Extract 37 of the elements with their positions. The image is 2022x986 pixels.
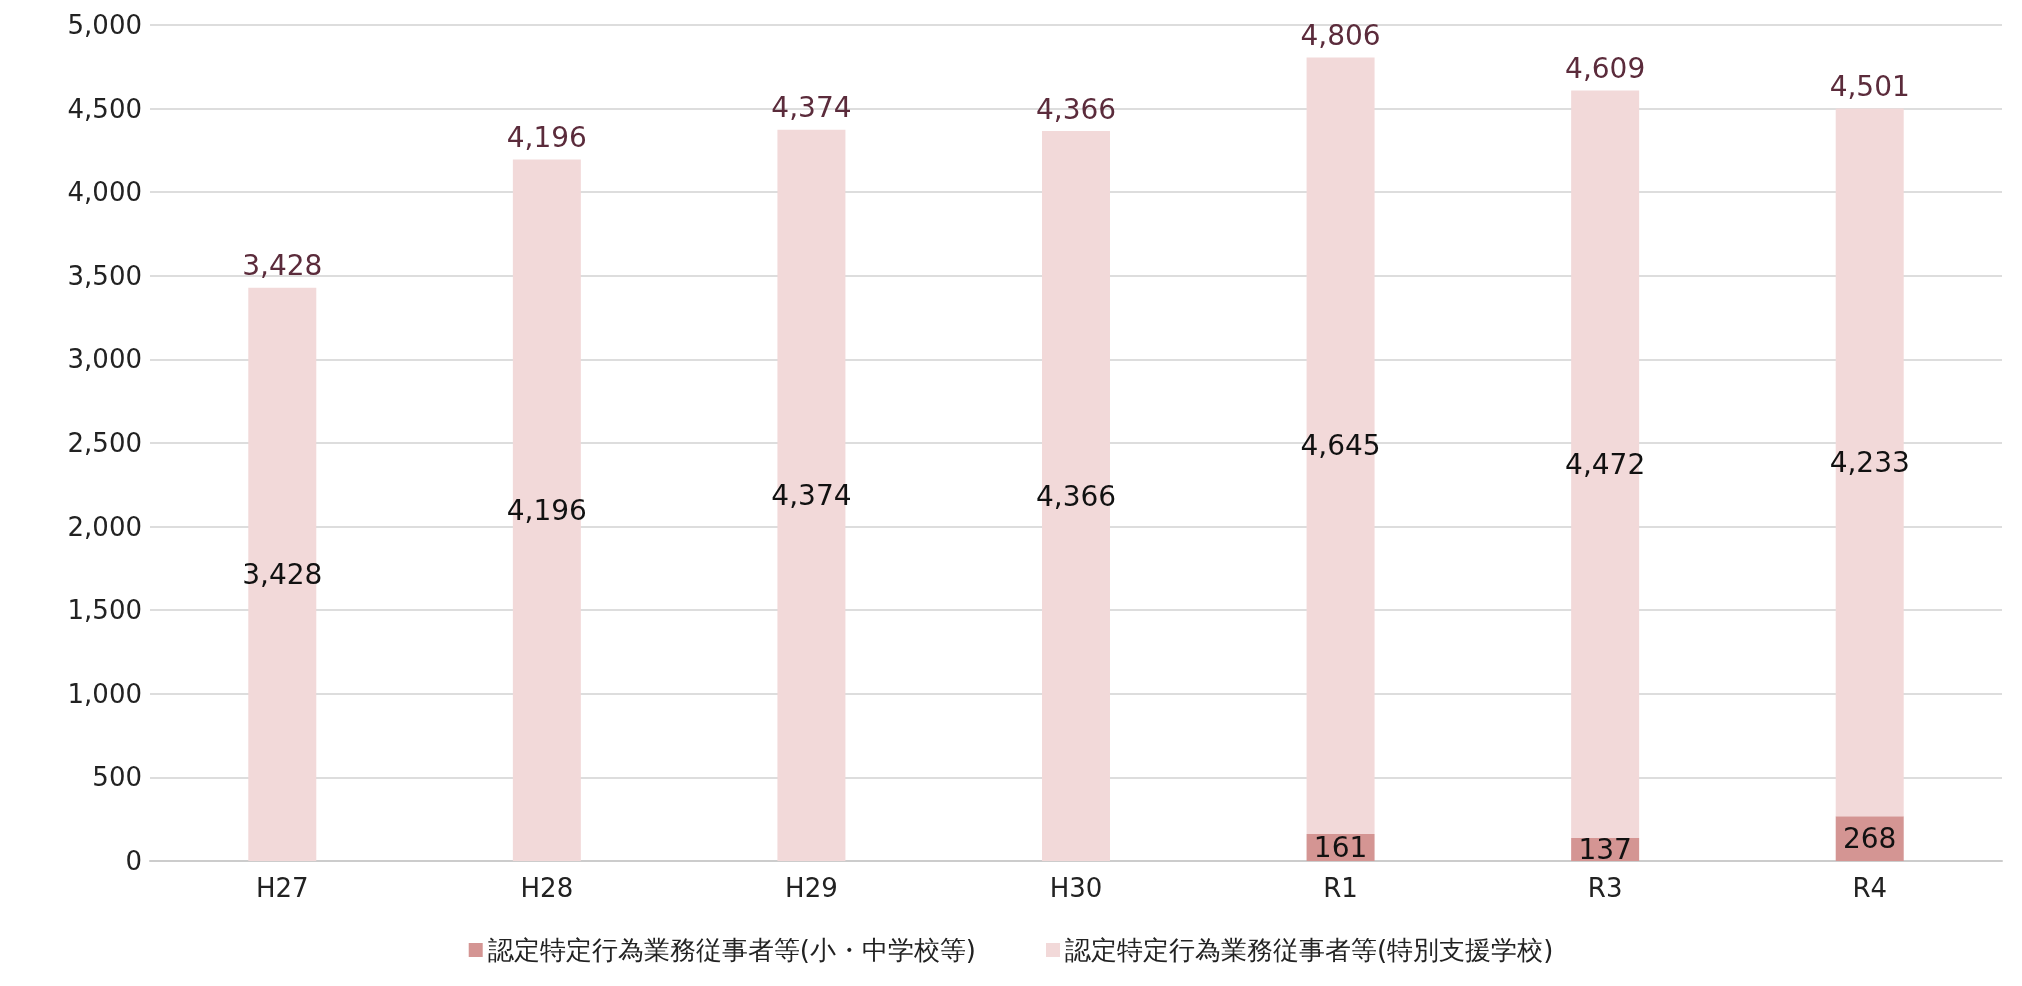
legend-label: 認定特定行為業務従事者等(特別支援学校) bbox=[1065, 935, 1554, 965]
y-tick-label: 4,000 bbox=[67, 177, 142, 208]
data-label: 268 bbox=[1842, 822, 1897, 856]
x-tick-label: H28 bbox=[520, 873, 574, 903]
data-label: 4,645 bbox=[1300, 429, 1381, 463]
data-label: 4,472 bbox=[1565, 447, 1646, 481]
x-tick-label: H27 bbox=[255, 873, 309, 903]
total-label: 4,374 bbox=[771, 91, 852, 125]
total-label: 3,428 bbox=[242, 249, 323, 283]
y-tick-label: 3,500 bbox=[67, 260, 142, 291]
x-tick-label: R4 bbox=[1852, 873, 1888, 903]
y-tick-label: 3,000 bbox=[67, 344, 142, 375]
y-tick-label: 0 bbox=[125, 846, 142, 876]
data-label: 161 bbox=[1313, 831, 1368, 865]
data-label: 137 bbox=[1578, 833, 1632, 867]
y-tick-label: 1,500 bbox=[67, 595, 142, 626]
total-label: 4,609 bbox=[1565, 51, 1646, 85]
data-label: 4,196 bbox=[506, 493, 587, 527]
legend-label: 認定特定行為業務従事者等(小・中学校等) bbox=[487, 935, 977, 965]
x-tick-label: R1 bbox=[1323, 873, 1358, 903]
total-label: 4,501 bbox=[1829, 69, 1910, 103]
data-label: 4,374 bbox=[771, 478, 852, 512]
x-tick-label: H29 bbox=[785, 873, 838, 903]
total-label: 4,806 bbox=[1300, 18, 1381, 52]
data-label: 3,428 bbox=[242, 557, 323, 591]
total-label: 4,196 bbox=[506, 120, 587, 154]
total-label: 4,366 bbox=[1035, 92, 1117, 126]
x-tick-label: H30 bbox=[1049, 873, 1103, 903]
y-tick-label: 2,500 bbox=[67, 428, 142, 458]
y-tick-label: 1,000 bbox=[67, 678, 142, 709]
data-label: 4,366 bbox=[1035, 479, 1117, 513]
y-tick-label: 2,000 bbox=[67, 511, 142, 542]
x-tick-label: R3 bbox=[1587, 873, 1623, 903]
y-tick-label: 500 bbox=[92, 762, 142, 793]
y-tick-label: 4,500 bbox=[67, 93, 142, 124]
y-tick-label: 5,000 bbox=[67, 10, 142, 40]
data-label: 4,233 bbox=[1829, 445, 1910, 479]
